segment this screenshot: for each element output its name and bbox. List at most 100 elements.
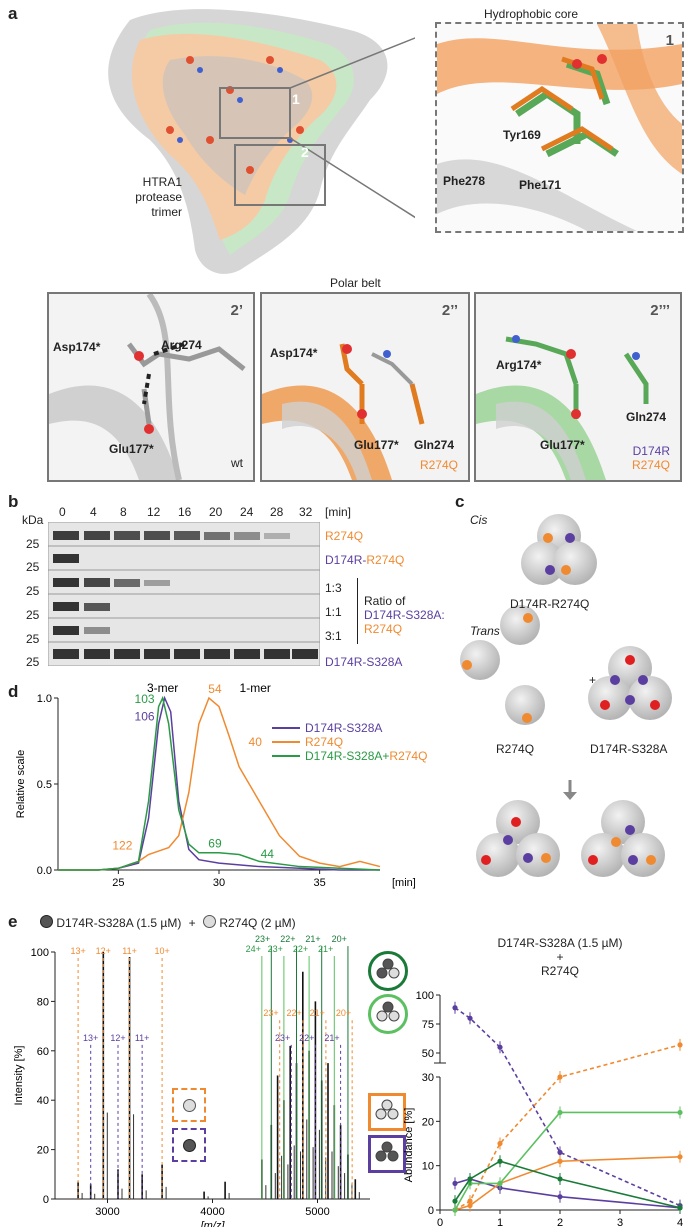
series-line-2 [58, 695, 381, 871]
abundance-chart: 0102030507510001234R274Q [µM]Abundance [… [403, 990, 683, 1227]
protein-trimer-structure [108, 9, 415, 274]
charge-purple: 13+ [83, 1033, 98, 1043]
inset-2-r274q: 2’’ Asp174* Glu177* Gln274 R274Q [260, 292, 470, 482]
residue-phe171: Phe171 [519, 178, 562, 192]
e-legend: D174R-S328A (1.5 µM) + R274Q (2 µM) [40, 915, 296, 930]
charge-green: 21+ [318, 944, 333, 954]
label-44: 44 [261, 847, 275, 861]
abundance-line-1 [454, 1044, 681, 1211]
residue-arg274: Arg274 [161, 338, 202, 352]
time-header: 0 4 8 12 16 20 24 28 32 [59, 505, 313, 519]
gel-image [48, 522, 320, 666]
x-tick-label: 3000 [95, 1206, 119, 1218]
ratio-1-3: 1:3 [325, 581, 342, 595]
residue-glu177-c: Glu177* [540, 438, 585, 452]
y-tick-label: 0 [428, 1205, 434, 1217]
ratio-1-1: 1:1 [325, 605, 342, 619]
charge-purple: 12+ [110, 1033, 125, 1043]
inset1-title: Hydrophobic core [484, 7, 579, 21]
label-69: 69 [208, 837, 222, 851]
charge-orange: 13+ [70, 946, 85, 956]
residue-gln274-b: Gln274 [414, 438, 455, 452]
y-tick-label: 0.0 [37, 865, 52, 877]
ratio-3-1: 3:1 [325, 629, 342, 643]
abundance-line-0 [454, 1007, 681, 1207]
charge-green: 21+ [305, 935, 320, 944]
y-tick-label: 80 [37, 996, 49, 1008]
label-1mer: 1-mer [240, 681, 271, 695]
y-tick-label: 0 [43, 1194, 49, 1206]
tag-r274q: R274Q [419, 458, 458, 472]
y-tick-label: 50 [422, 1048, 434, 1060]
mixed-trimers-diagram [476, 800, 665, 877]
dark-circle-icon [40, 915, 53, 928]
x-tick-label: 2 [557, 1217, 563, 1227]
y-axis-label: Relative scale [15, 750, 27, 818]
label-103: 103 [135, 692, 155, 706]
ms-spectrum-chart: 0 20 40 60 80 100 3000 4000 5000 [m/z] Intensity [… [13, 935, 370, 1227]
inset-2b-number: 2’’ [441, 302, 458, 319]
inset-hydrophobic-core: 1 Tyr169 Phe278 Phe171 [435, 22, 684, 233]
label-54: 54 [208, 682, 222, 696]
charge-green: 23+ [255, 935, 270, 944]
series-line-1 [58, 696, 381, 871]
legend-r274q: R274Q [305, 735, 343, 749]
inset-2c-number: 2’’’ [650, 302, 670, 319]
trans-d174r-s328a-label: D174R-S328A [590, 742, 668, 756]
y-tick-label: 1.0 [37, 693, 52, 705]
light-green-trimer-icon [368, 994, 408, 1034]
charge-orange-hi: 20+ [336, 1008, 351, 1018]
time-unit: [min] [325, 505, 352, 519]
mw-25-4: 25 [26, 608, 40, 622]
residue-glu177: Glu177* [109, 442, 154, 456]
label-106: 106 [135, 709, 155, 723]
y-tick-label: 0.5 [37, 779, 52, 791]
charge-orange: 12+ [96, 946, 111, 956]
label-40: 40 [249, 735, 263, 749]
charge-orange-hi: 23+ [263, 1008, 278, 1018]
purple-monomer-box [172, 1128, 206, 1162]
y-tick-label: 20 [37, 1145, 49, 1157]
charge-green: 24+ [246, 944, 261, 954]
panel-label-b: b [8, 492, 19, 511]
y-tick-label: 40 [37, 1095, 49, 1107]
charge-orange: 11+ [122, 946, 137, 956]
residue-gln274-c: Gln274 [626, 410, 667, 424]
residue-asp174-b: Asp174* [270, 346, 318, 360]
x-tick-label: 4 [677, 1217, 683, 1227]
panel-label-a: a [8, 4, 18, 23]
orange-trimer-icon [368, 1093, 406, 1131]
dark-green-trimer-icon [368, 951, 408, 991]
charge-orange-hi: 21+ [310, 1008, 325, 1018]
charge-orange: 10+ [154, 946, 169, 956]
dark-circle-icon [182, 1139, 196, 1152]
x-tick-label: 4000 [200, 1206, 224, 1218]
tag-r274q-c: R274Q [631, 458, 670, 472]
inset-2-d174r-r274q: 2’’’ Arg174* Glu177* Gln274 D174R R274Q [474, 292, 682, 482]
charge-purple-hi: 22+ [299, 1033, 314, 1043]
label-122: 122 [112, 838, 132, 852]
x-tick-label: 35 [314, 877, 326, 889]
mw-25-3: 25 [26, 584, 40, 598]
charge-orange-hi: 22+ [287, 1008, 302, 1018]
abundance-title: D174R-S328A (1.5 µM) + R274Q [497, 936, 623, 978]
residue-arg174-c: Arg174* [496, 358, 542, 372]
zoom-number-2: 2 [301, 144, 309, 160]
charge-purple: 11+ [135, 1033, 150, 1043]
y-tick-label: 30 [422, 1072, 434, 1084]
orange-monomer-box [172, 1088, 206, 1122]
tag-wt: wt [231, 456, 243, 470]
y-axis-label: Abundance [%] [403, 1108, 415, 1183]
panel-label-d: d [8, 682, 19, 701]
x-tick-label: 0 [437, 1217, 443, 1227]
x-tick-label: 5000 [305, 1206, 329, 1218]
inset1-number: 1 [665, 32, 674, 49]
x-axis-label: [m/z] [200, 1220, 226, 1227]
x-tick-label: 25 [112, 877, 124, 889]
inset-2-wt: 2’ Asp174* Arg274 Glu177* wt [47, 292, 255, 482]
mw-25-5: 25 [26, 632, 40, 646]
panel-label-c: c [455, 492, 465, 511]
legend-mix: D174R-S328A+R274Q [305, 749, 427, 763]
cis-label: Cis [470, 513, 488, 527]
trans-r274q-label: R274Q [496, 742, 535, 756]
